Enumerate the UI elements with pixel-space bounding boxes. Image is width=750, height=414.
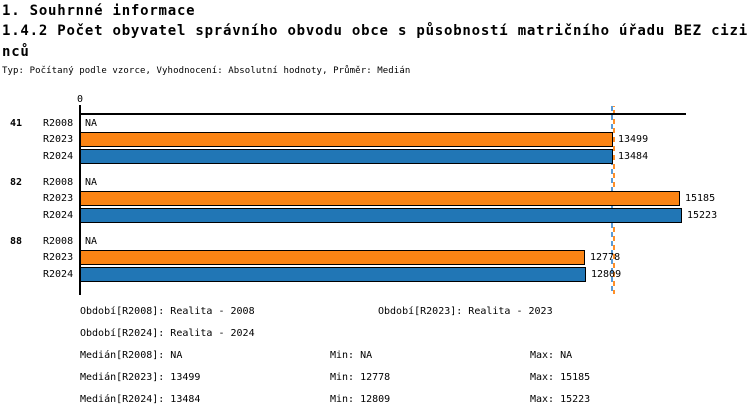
- bar-value-label: 15223: [687, 210, 718, 221]
- footer-stat: Max: 15223: [530, 394, 591, 405]
- footer-stat: Medián[R2024]: 13484: [80, 394, 201, 405]
- bar-r2023-82: [80, 191, 680, 206]
- footer-stat: Max: 15185: [530, 372, 591, 383]
- footer-stat: Období[R2023]: Realita - 2023: [378, 306, 553, 317]
- series-label: R2008: [43, 236, 74, 247]
- group-label: 82: [10, 177, 23, 188]
- na-value-label: NA: [85, 236, 98, 247]
- na-value-label: NA: [85, 177, 98, 188]
- footer-stat: Min: 12809: [330, 394, 391, 405]
- footer-stat: Max: NA: [530, 350, 573, 361]
- series-label: R2008: [43, 118, 74, 129]
- bar-value-label: 13484: [618, 151, 649, 162]
- series-label: R2024: [43, 210, 74, 221]
- bar-r2024-88: [80, 267, 586, 282]
- series-label: R2008: [43, 177, 74, 188]
- bar-r2024-41: [80, 149, 613, 164]
- series-label: R2023: [43, 193, 74, 204]
- chart-type-line: Typ: Počítaný podle vzorce, Vyhodnocení:…: [2, 66, 411, 76]
- footer-stat: Min: 12778: [330, 372, 391, 383]
- group-label: 88: [10, 236, 23, 247]
- group-label: 41: [10, 118, 23, 129]
- bar-r2023-41: [80, 132, 613, 147]
- chart-title: 1.4.2 Počet obyvatel správního obvodu ob…: [2, 23, 748, 60]
- series-label: R2023: [43, 134, 74, 145]
- series-label: R2024: [43, 269, 74, 280]
- series-label: R2024: [43, 151, 74, 162]
- bar-r2023-88: [80, 250, 585, 265]
- chart-top-border-line: [79, 113, 686, 115]
- footer-stat: Medián[R2023]: 13499: [80, 372, 201, 383]
- bar-value-label: 13499: [618, 134, 649, 145]
- na-value-label: NA: [85, 118, 98, 129]
- bar-value-label: 15185: [685, 193, 716, 204]
- x-axis-zero-tick-label: 0: [76, 94, 84, 105]
- footer-stat: Období[R2024]: Realita - 2024: [80, 328, 255, 339]
- y-axis-line: [79, 105, 81, 295]
- series-label: R2023: [43, 252, 74, 263]
- bar-value-label: 12778: [590, 252, 621, 263]
- footer-stat: Období[R2008]: Realita - 2008: [80, 306, 255, 317]
- report-title: 1. Souhrnné informace: [2, 3, 196, 19]
- bar-value-label: 12809: [591, 269, 622, 280]
- footer-stat: Min: NA: [330, 350, 373, 361]
- footer-stat: Medián[R2008]: NA: [80, 350, 183, 361]
- bar-r2024-82: [80, 208, 682, 223]
